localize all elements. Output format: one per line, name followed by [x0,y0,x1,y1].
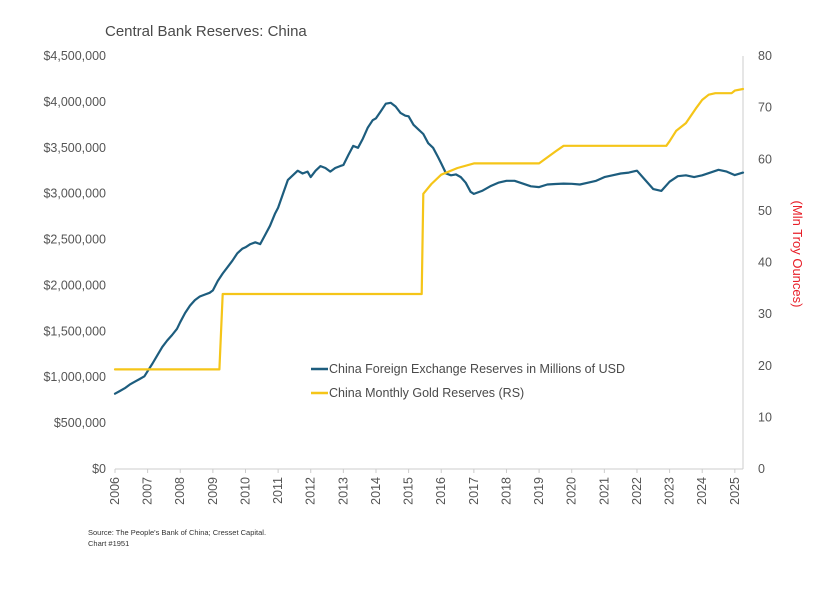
x-tick-label: 2011 [271,477,285,504]
x-tick-label: 2015 [402,477,416,505]
chart-title: Central Bank Reserves: China [105,23,307,40]
chart-id: Chart #1951 [88,539,130,548]
x-tick-label: 2006 [108,477,122,505]
left-tick-label: $0 [92,462,106,476]
left-tick-label: $4,500,000 [43,49,106,63]
axes [115,56,744,470]
left-tick-label: $2,000,000 [43,278,106,292]
right-tick-label: 50 [758,204,772,218]
left-tick-label: $2,500,000 [43,233,106,247]
right-tick-label: 10 [758,410,772,424]
left-tick-label: $500,000 [54,416,106,430]
fx-reserves-line [113,101,745,395]
right-tick-label: 30 [758,307,772,321]
x-tick-label: 2023 [663,477,677,505]
left-tick-label: $4,000,000 [43,95,106,109]
right-y-axis: 0 10 20 30 40 50 60 70 80 [758,49,772,476]
series-lines [113,87,745,395]
right-tick-label: 20 [758,359,772,373]
left-y-axis: $0 $500,000 $1,000,000 $1,500,000 $2,000,000… [43,49,106,476]
left-tick-label: $3,000,000 [43,187,106,201]
x-tick-label: 2022 [630,477,644,505]
x-axis: 2006 2007 2008 2009 2010 2011 2012 2013 2014 2015… [108,469,742,505]
right-tick-label: 40 [758,256,772,270]
right-tick-label: 60 [758,152,772,166]
right-tick-label: 0 [758,462,765,476]
x-tick-label: 2019 [532,477,546,505]
x-tick-label: 2021 [597,477,611,505]
x-tick-label: 2013 [336,477,350,505]
left-tick-label: $3,500,000 [43,141,106,155]
x-tick-label: 2012 [304,477,318,505]
right-tick-label: 70 [758,101,772,115]
x-tick-label: 2007 [141,477,155,505]
x-tick-label: 2024 [695,477,709,505]
legend: China Foreign Exchange Reserves in Milli… [311,362,625,400]
right-axis-title: (Mln Troy Ounces) [790,201,805,308]
left-tick-label: $1,500,000 [43,324,106,338]
source-text: Source: The People's Bank of China; Cres… [88,528,267,537]
x-tick-label: 2016 [434,477,448,505]
x-tick-label: 2017 [467,477,481,505]
x-tick-label: 2008 [173,477,187,505]
x-tick-label: 2018 [499,477,513,505]
right-tick-label: 80 [758,49,772,63]
x-tick-label: 2025 [728,477,742,505]
x-tick-label: 2009 [206,477,220,505]
legend-label-gold: China Monthly Gold Reserves (RS) [329,386,524,400]
left-tick-label: $1,000,000 [43,370,106,384]
source-note: Source: The People's Bank of China; Cres… [88,527,266,549]
x-tick-label: 2020 [565,477,579,505]
x-tick-label: 2014 [369,477,383,505]
x-tick-label: 2010 [238,477,252,505]
legend-label-fx: China Foreign Exchange Reserves in Milli… [329,362,625,376]
gold-reserves-line [113,87,745,371]
